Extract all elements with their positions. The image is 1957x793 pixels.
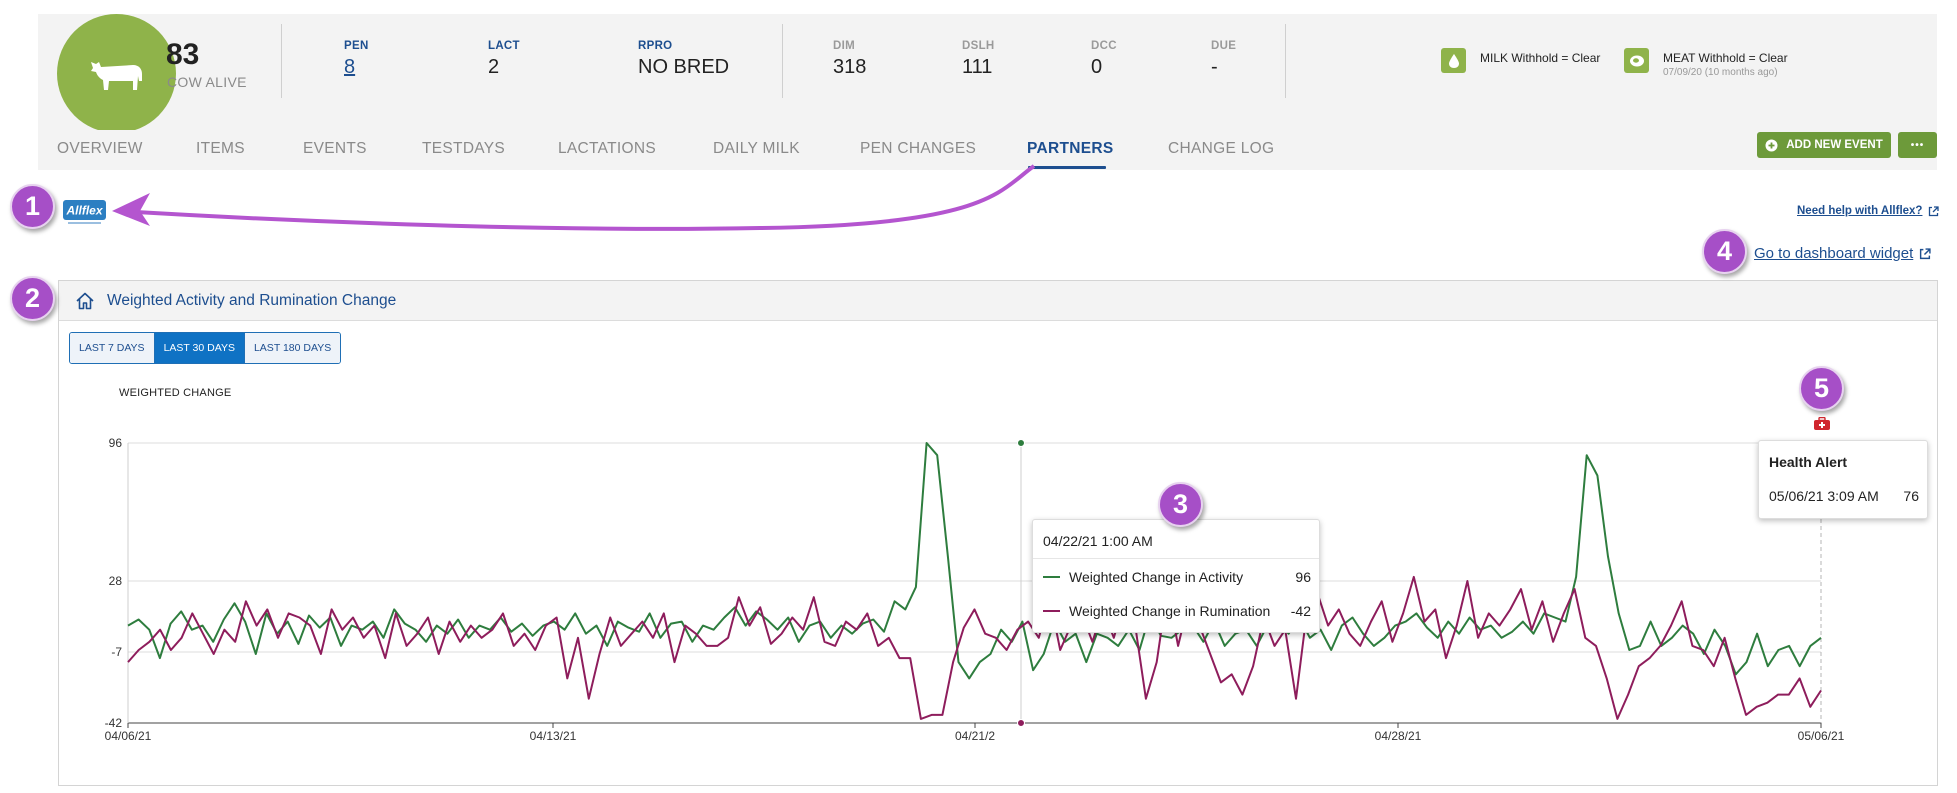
- tooltip-row-rumination: Weighted Change in Rumination -42: [1043, 603, 1311, 619]
- stat-rpro: RPRO NO BRED: [638, 40, 729, 79]
- external-link-icon: [1929, 205, 1940, 216]
- stat-value: 2: [488, 56, 500, 78]
- add-new-event-button[interactable]: ADD NEW EVENT: [1757, 132, 1891, 158]
- stat-due: DUE -: [1211, 40, 1236, 79]
- tooltip-label: Weighted Change in Rumination: [1069, 603, 1271, 619]
- stat-value: 111: [962, 56, 993, 78]
- chart-tooltip: 04/22/21 1:00 AM Weighted Change in Acti…: [1032, 519, 1320, 633]
- stat-label: DUE: [1211, 40, 1237, 52]
- cow-icon: [90, 61, 142, 90]
- health-alert-value: 76: [1903, 488, 1919, 504]
- meat-withhold-date: 07/09/20 (10 months ago): [1663, 67, 1778, 78]
- pen-link[interactable]: 8: [344, 56, 356, 78]
- range-last-180-days[interactable]: LAST 180 DAYS: [244, 333, 341, 363]
- cow-status: COW ALIVE: [167, 74, 247, 90]
- stat-pen[interactable]: PEN 8: [344, 40, 369, 79]
- allflex-logo: Allflex: [63, 200, 106, 224]
- dashboard-widget-link[interactable]: Go to dashboard widget: [1754, 245, 1931, 262]
- stat-label: DSLH: [962, 40, 995, 52]
- more-actions-button[interactable]: •••: [1898, 132, 1937, 158]
- activity-rumination-widget: Weighted Activity and Rumination Change …: [58, 280, 1938, 786]
- milk-withhold: MILK Withhold = Clear: [1441, 48, 1600, 73]
- annotation-badge-1: 1: [10, 184, 55, 229]
- legend-swatch-rumination: [1043, 610, 1060, 612]
- health-alert-date: 05/06/21 3:09 AM: [1769, 488, 1879, 504]
- chart-y-title: WEIGHTED CHANGE: [119, 387, 232, 399]
- cow-avatar: [57, 14, 176, 133]
- annotation-badge-3: 3: [1158, 482, 1203, 527]
- tab-daily-milk[interactable]: DAILY MILK: [713, 140, 800, 157]
- date-range-selector: LAST 7 DAYS LAST 30 DAYS LAST 180 DAYS: [69, 332, 342, 364]
- tab-events[interactable]: EVENTS: [303, 140, 367, 157]
- stat-dslh: DSLH 111: [962, 40, 995, 79]
- widget-header: Weighted Activity and Rumination Change: [59, 281, 1937, 321]
- tab-testdays[interactable]: TESTDAYS: [422, 140, 506, 157]
- active-tab-indicator: [1028, 166, 1106, 169]
- stat-label: DIM: [833, 40, 855, 52]
- add-new-event-label: ADD NEW EVENT: [1786, 139, 1883, 151]
- svg-text:Allflex: Allflex: [65, 204, 103, 218]
- tooltip-date: 04/22/21 1:00 AM: [1043, 533, 1153, 549]
- divider: [281, 24, 282, 98]
- stat-value: -: [1211, 56, 1218, 78]
- health-alert-row: 05/06/21 3:09 AM 76: [1769, 488, 1919, 504]
- tooltip-label: Weighted Change in Activity: [1069, 569, 1244, 585]
- range-last-30-days[interactable]: LAST 30 DAYS: [154, 333, 245, 363]
- cow-id: 83: [166, 38, 200, 71]
- tooltip-divider: [1033, 558, 1319, 559]
- animal-header: 83 COW ALIVE PEN 8 LACT 2 RPRO NO BRED D…: [38, 14, 1937, 140]
- tab-change-log[interactable]: CHANGE LOG: [1168, 140, 1275, 157]
- milk-withhold-text: MILK Withhold = Clear: [1480, 51, 1601, 65]
- stat-dcc: DCC 0: [1091, 40, 1117, 79]
- tab-overview[interactable]: OVERVIEW: [57, 140, 143, 157]
- tab-items[interactable]: ITEMS: [196, 140, 245, 157]
- external-link-icon: [1920, 247, 1931, 259]
- stat-value: NO BRED: [638, 56, 730, 78]
- tab-lactations[interactable]: LACTATIONS: [558, 140, 657, 157]
- annotation-badge-5: 5: [1799, 366, 1844, 411]
- annotation-badge-2: 2: [10, 276, 55, 321]
- medical-kit-icon[interactable]: [1813, 417, 1831, 431]
- meat-withhold-text: MEAT Withhold = Clear: [1663, 51, 1788, 65]
- tooltip-value: 96: [1295, 569, 1311, 585]
- stat-value: 318: [833, 56, 867, 78]
- plus-circle-icon: [1765, 139, 1778, 151]
- health-alert-title: Health Alert: [1769, 454, 1848, 470]
- stat-label: RPRO: [638, 40, 673, 52]
- meat-icon: [1624, 48, 1649, 73]
- tooltip-row-activity: Weighted Change in Activity 96: [1043, 569, 1311, 585]
- stat-label: DCC: [1091, 40, 1117, 52]
- allflex-help-text: Need help with Allflex?: [1797, 205, 1923, 217]
- widget-title: Weighted Activity and Rumination Change: [107, 292, 397, 309]
- droplet-icon: [1441, 48, 1466, 73]
- divider: [782, 24, 783, 98]
- home-icon[interactable]: [75, 291, 95, 311]
- stat-dim: DIM 318: [833, 40, 866, 79]
- health-alert-tooltip: Health Alert 05/06/21 3:09 AM 76: [1758, 440, 1928, 519]
- legend-swatch-activity: [1043, 576, 1060, 578]
- tooltip-value: -42: [1290, 603, 1311, 619]
- tab-pen-changes[interactable]: PEN CHANGES: [860, 140, 977, 157]
- stat-lact: LACT 2: [488, 40, 520, 79]
- range-last-7-days[interactable]: LAST 7 DAYS: [70, 333, 155, 363]
- stat-label: LACT: [488, 40, 520, 52]
- meat-withhold: MEAT Withhold = Clear 07/09/20 (10 month…: [1624, 48, 1788, 78]
- tab-partners[interactable]: PARTNERS: [1027, 140, 1114, 157]
- dashboard-widget-text: Go to dashboard widget: [1754, 245, 1914, 262]
- stat-label: PEN: [344, 40, 369, 52]
- stat-value: 0: [1091, 56, 1103, 78]
- divider: [1285, 24, 1286, 98]
- allflex-help-link[interactable]: Need help with Allflex?: [1797, 205, 1940, 217]
- tab-bar: OVERVIEW ITEMS EVENTS TESTDAYS LACTATION…: [38, 130, 1937, 170]
- annotation-badge-4: 4: [1702, 229, 1747, 274]
